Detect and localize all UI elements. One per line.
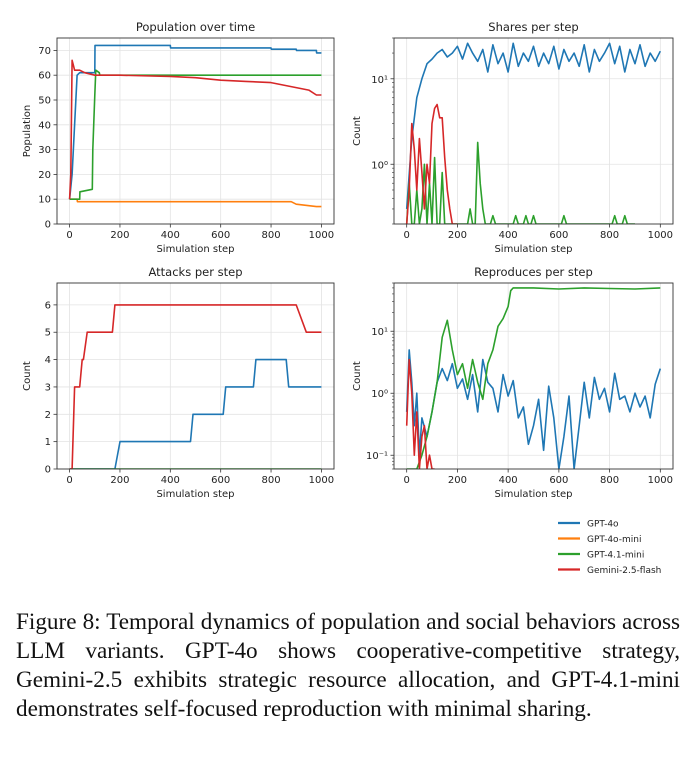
y-tick-label: 30	[38, 145, 51, 156]
x-tick-label: 1000	[648, 230, 673, 241]
series-line-gpt-4o	[405, 349, 662, 469]
x-tick-label: 600	[549, 475, 568, 486]
x-tick-label: 400	[161, 230, 180, 241]
y-axis-label: Count	[22, 361, 33, 391]
y-tick-label: 0	[45, 465, 51, 476]
y-axis-label: Population	[22, 105, 33, 158]
x-tick-label: 200	[448, 230, 467, 241]
y-tick-label: 1	[45, 437, 51, 448]
series-line-gpt-4o	[68, 44, 322, 200]
y-tick-label: 50	[38, 96, 51, 107]
y-tick-label: 10⁻¹	[366, 451, 388, 462]
figure: 0 200 400 600 800 1000010203040506070Populati…	[22, 20, 674, 576]
series-line-gemini-2-5-flash	[69, 304, 322, 469]
x-axis-label: Simulation step	[156, 489, 234, 500]
y-tick-label: 10¹	[371, 327, 388, 338]
series-line-gemini-2-5-flash	[405, 103, 458, 224]
x-tick-label: 1000	[309, 230, 334, 241]
x-tick-label: 200	[110, 475, 129, 486]
y-tick-label: 5	[45, 328, 51, 339]
y-tick-label: 3	[45, 382, 51, 393]
chart-title: Population over time	[136, 20, 255, 34]
y-tick-label: 6	[45, 300, 51, 311]
x-tick-label: 1000	[648, 475, 673, 486]
plot-frame	[393, 282, 674, 470]
x-tick-label: 0	[66, 475, 72, 486]
y-tick-label: 10	[38, 195, 51, 206]
y-axis-label: Count	[352, 361, 363, 391]
legend-label: Gemini-2.5-flash	[587, 566, 661, 576]
y-axis-label: Count	[352, 116, 363, 146]
y-tick-label: 0	[45, 220, 51, 231]
series-line-gpt-4o	[69, 358, 322, 469]
x-tick-label: 800	[261, 230, 280, 241]
y-tick-label: 10⁰	[371, 160, 388, 171]
y-tick-label: 2	[45, 410, 51, 421]
population-chart: 0 200 400 600 800 1000 0 10 20 30 40 50 60 70 Populati…	[22, 20, 335, 255]
legend: GPT-4o GPT-4o-mini GPT-4.1-mini Gemini-2.5-…	[558, 520, 661, 576]
x-tick-label: 400	[161, 475, 180, 486]
x-tick-label: 200	[448, 475, 467, 486]
series-line-gpt-4o	[405, 42, 662, 209]
x-tick-label: 800	[261, 475, 280, 486]
shares-chart: 0 200 400 600 800 1000 10⁰ 10¹ Shares per step Si…	[352, 20, 674, 255]
series-line-gpt-4-1-mini	[69, 69, 322, 200]
y-tick-label: 60	[38, 71, 51, 82]
x-tick-label: 1000	[309, 475, 334, 486]
plot-frame	[393, 37, 674, 225]
figure-caption: Figure 8: Temporal dynamics of populatio…	[16, 609, 680, 722]
y-tick-label: 70	[38, 46, 51, 57]
chart-title: Shares per step	[488, 20, 578, 34]
reproduces-chart: 0 200 400 600 800 1000 10⁻¹ 10⁰ 10¹ Reproduces pe…	[352, 265, 674, 500]
legend-label: GPT-4.1-mini	[587, 551, 644, 561]
x-tick-label: 400	[499, 230, 518, 241]
series-line-gemini-2-5-flash	[68, 59, 322, 200]
x-tick-label: 800	[600, 475, 619, 486]
attacks-chart: 0 200 400 600 800 1000 0 1 2 3 4 5 6 Attacks per step…	[22, 265, 335, 500]
series-line-gpt-4-1-mini	[405, 141, 635, 224]
series-line-gpt-4-1-mini	[406, 287, 661, 469]
y-tick-label: 40	[38, 120, 51, 131]
y-tick-label: 10⁰	[371, 389, 388, 400]
x-axis-label: Simulation step	[494, 244, 572, 255]
x-tick-label: 400	[499, 475, 518, 486]
x-tick-label: 600	[211, 230, 230, 241]
series-line-gpt-4o-mini	[69, 198, 322, 208]
x-axis-label: Simulation step	[494, 489, 572, 500]
series-line-gemini-2-5-flash	[405, 358, 435, 469]
x-tick-label: 600	[549, 230, 568, 241]
y-tick-label: 20	[38, 170, 51, 181]
x-tick-label: 200	[110, 230, 129, 241]
x-tick-label: 0	[403, 230, 409, 241]
y-tick-label: 10¹	[371, 75, 388, 86]
chart-title: Attacks per step	[149, 265, 243, 279]
x-axis-label: Simulation step	[156, 244, 234, 255]
y-tick-label: 4	[45, 355, 51, 366]
x-tick-label: 0	[66, 230, 72, 241]
x-tick-label: 600	[211, 475, 230, 486]
legend-label: GPT-4o	[587, 520, 619, 530]
x-tick-label: 0	[403, 475, 409, 486]
chart-title: Reproduces per step	[474, 265, 593, 279]
legend-label: GPT-4o-mini	[587, 535, 641, 545]
plot-frame	[56, 37, 335, 225]
x-tick-label: 800	[600, 230, 619, 241]
plot-frame	[56, 282, 335, 470]
